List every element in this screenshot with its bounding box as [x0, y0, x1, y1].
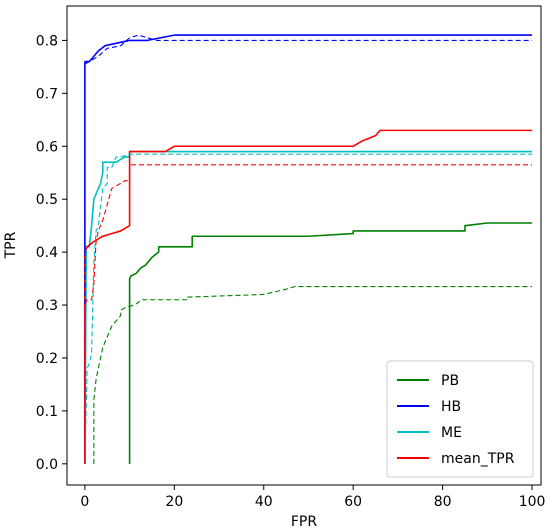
- plot-frame: [66, 5, 542, 486]
- series-line-hb-dashed: [84, 34, 533, 464]
- x-axis: 0 20 40 60 80 100: [80, 485, 545, 510]
- series-line-me-solid: [84, 150, 533, 464]
- y-tick-label: 0.7: [36, 86, 58, 102]
- x-tick-label: 80: [434, 494, 452, 510]
- series-line-mean-tpr-dashed: [84, 164, 533, 464]
- y-axis: 0.0 0.1 0.2 0.3 0.4 0.5 0.6 0.7 0.8: [36, 33, 67, 473]
- y-tick-label: 0.8: [36, 33, 58, 49]
- legend-label: mean_TPR: [441, 451, 515, 467]
- series-line-me-dashed: [84, 153, 533, 464]
- y-tick-label: 0.6: [36, 139, 58, 155]
- y-tick-label: 0.5: [36, 192, 58, 208]
- x-tick-label: 100: [519, 494, 546, 510]
- y-tick-label: 0.3: [36, 298, 58, 314]
- series-layer: [84, 34, 533, 464]
- y-tick-label: 0.4: [36, 245, 58, 261]
- x-tick-label: 60: [344, 494, 362, 510]
- legend-label: PB: [441, 373, 459, 389]
- series-line-pb-solid: [128, 222, 533, 464]
- y-tick-label: 0.1: [36, 404, 58, 420]
- series-line-hb-solid: [84, 34, 533, 464]
- series-line-mean-tpr-solid: [84, 129, 533, 464]
- y-tick-label: 0.2: [36, 351, 58, 367]
- series-line-pb-dashed: [93, 285, 533, 464]
- legend-label: ME: [441, 425, 462, 441]
- legend: PB HB ME mean_TPR: [386, 360, 534, 478]
- x-axis-label: FPR: [291, 514, 317, 530]
- x-tick-label: 0: [80, 494, 89, 510]
- legend-label: HB: [441, 399, 461, 415]
- x-tick-label: 40: [255, 494, 273, 510]
- y-tick-label: 0.0: [36, 457, 58, 473]
- legend-box: [386, 360, 534, 478]
- y-axis-label: TPR: [3, 231, 19, 259]
- x-tick-label: 20: [165, 494, 183, 510]
